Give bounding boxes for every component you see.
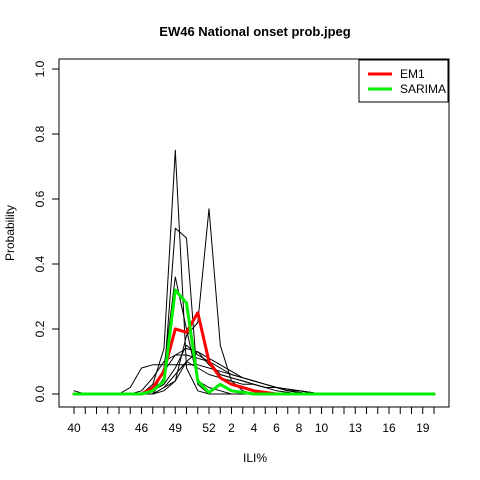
x-tick-label: 10 [315, 421, 329, 435]
legend-label-sarima: SARIMA [400, 82, 446, 96]
series-line-sarima [72, 288, 436, 396]
x-tick-label: 52 [202, 421, 216, 435]
x-tick-label: 46 [135, 421, 149, 435]
chart-title: EW46 National onset prob.jpeg [159, 24, 350, 39]
x-tick-label: 19 [416, 421, 430, 435]
x-tick-label: 49 [169, 421, 183, 435]
y-tick-label: 0.4 [33, 255, 47, 272]
y-tick-label: 0.6 [33, 190, 47, 207]
x-axis: 40 43 46 49 52 2 4 6 8 10 13 16 19 [67, 406, 435, 435]
legend-box [358, 59, 449, 103]
y-tick-label: 0.2 [33, 320, 47, 337]
plot-series-group [72, 149, 436, 396]
x-tick-label: 40 [67, 421, 81, 435]
x-tick-label: 8 [296, 421, 303, 435]
legend-label-em1: EM1 [400, 67, 425, 81]
x-tick-label: 6 [273, 421, 280, 435]
x-tick-label: 43 [101, 421, 115, 435]
x-tick-label: 2 [228, 421, 235, 435]
y-axis: 0.0 0.2 0.4 0.6 0.8 1.0 [33, 60, 60, 402]
x-tick-label: 13 [349, 421, 363, 435]
x-tick-label: 4 [251, 421, 258, 435]
y-tick-label: 0.0 [33, 385, 47, 402]
x-tick-label: 16 [382, 421, 396, 435]
y-axis-label: Probability [3, 205, 17, 261]
x-axis-label: ILI% [243, 451, 267, 465]
y-tick-label: 0.8 [33, 125, 47, 142]
y-tick-label: 1.0 [33, 60, 47, 77]
